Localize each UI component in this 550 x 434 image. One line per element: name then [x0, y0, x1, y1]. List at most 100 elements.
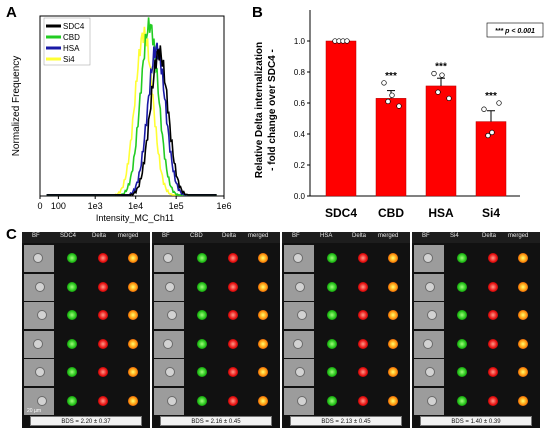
column-header: BF [162, 233, 170, 239]
cell-row [22, 330, 150, 359]
merged-channel-image [388, 253, 398, 263]
column-headers: BF CBD Delta merged [152, 232, 280, 243]
brightfield-image [154, 273, 184, 301]
brightfield-image [24, 273, 54, 301]
cell-row [152, 273, 280, 302]
column-header: merged [378, 233, 399, 239]
column-header: merged [508, 233, 529, 239]
category-label: HSA [428, 206, 454, 220]
merged-channel-image [258, 281, 268, 292]
column-header: merged [118, 233, 139, 239]
data-point [489, 129, 495, 136]
green-channel-image [197, 253, 207, 263]
green-channel-image [327, 310, 337, 320]
cell-row [282, 387, 410, 416]
green-channel-image [67, 281, 77, 292]
merged-channel-image [128, 395, 138, 406]
delta-channel-image [488, 395, 498, 406]
column-header: HSA [320, 233, 333, 239]
cell-group-sdc4: BF SDC4 Delta merged 20 µm BDS = 2.20 ± 0.37 [22, 232, 150, 428]
column-header: Delta [352, 233, 367, 239]
delta-channel-image [488, 367, 498, 377]
merged-channel-image [388, 367, 398, 377]
cell-row [412, 358, 540, 387]
green-channel-image [67, 338, 77, 349]
merged-channel-image [388, 281, 398, 292]
bds-score: BDS = 2.13 ± 0.45 [290, 416, 402, 426]
delta-channel-image [488, 310, 498, 320]
category-label: CBD [378, 206, 404, 220]
cell-row [412, 387, 540, 416]
significance-stars: *** [385, 71, 397, 82]
green-channel-image [67, 253, 77, 263]
data-point [431, 70, 437, 77]
panel-c-letter: C [6, 226, 17, 243]
merged-channel-image [518, 367, 528, 377]
y-tick-label: 1.0 [294, 37, 306, 46]
green-channel-image [197, 310, 207, 320]
delta-channel-image [228, 281, 238, 292]
x-tick-label: 1e6 [216, 201, 231, 211]
brightfield-image [24, 302, 54, 329]
significance-stars: *** [485, 91, 497, 102]
brightfield-image [154, 302, 184, 329]
cell-group-cbd: BF CBD Delta merged BDS = 2.16 ± 0.45 [152, 232, 280, 428]
delta-channel-image [488, 253, 498, 263]
x-tick-label: 1e3 [88, 201, 103, 211]
y-tick-label: 0.2 [294, 161, 306, 170]
merged-channel-image [128, 281, 138, 292]
delta-channel-image [358, 338, 368, 349]
y-tick-label: 0.4 [294, 130, 306, 139]
green-channel-image [67, 367, 77, 377]
cell-row [152, 330, 280, 359]
column-header: Delta [92, 233, 107, 239]
brightfield-image [284, 273, 314, 301]
delta-channel-image [98, 338, 108, 349]
bar-cbd [375, 98, 407, 197]
column-header: Delta [482, 233, 497, 239]
legend-label: CBD [63, 33, 80, 42]
category-label: Si4 [482, 206, 500, 220]
merged-channel-image [518, 395, 528, 406]
x-tick-label: 1e4 [128, 201, 143, 211]
merged-channel-image [128, 310, 138, 320]
significance-stars: *** [435, 62, 447, 73]
legend: SDC4 CBD HSA Si4 [43, 17, 91, 66]
cell-group-si4: BF Si4 Delta merged BDS = 1.40 ± 0.39 [412, 232, 540, 428]
brightfield-image [414, 359, 444, 386]
panel-a-letter: A [6, 4, 17, 21]
merged-channel-image [518, 310, 528, 320]
y-tick-label: 0.8 [294, 68, 306, 77]
x-tick-label: 100 [51, 201, 66, 211]
cell-row [152, 244, 280, 273]
cell-row [282, 273, 410, 302]
plot-frame [39, 15, 225, 197]
bar-hsa [425, 85, 457, 197]
data-point [481, 106, 487, 112]
cell-row [152, 358, 280, 387]
data-point [435, 89, 441, 95]
delta-channel-image [228, 310, 238, 320]
brightfield-image [154, 387, 184, 415]
data-point [344, 38, 350, 44]
cell-row [412, 301, 540, 330]
significance-note: *** p < 0.001 [495, 28, 535, 35]
histogram-chart: 0 100 1e3 1e4 1e5 1e6 Normalized Frequency In… [11, 15, 232, 223]
brightfield-image [24, 330, 54, 358]
brightfield-image [414, 330, 444, 358]
cell-row [412, 330, 540, 359]
merged-channel-image [388, 338, 398, 349]
green-channel-image [67, 310, 77, 320]
merged-channel-image [518, 281, 528, 292]
brightfield-image [414, 273, 444, 301]
bds-score: BDS = 2.20 ± 0.37 [30, 416, 142, 426]
cell-row [282, 330, 410, 359]
delta-channel-image [98, 281, 108, 292]
cell-row [152, 301, 280, 330]
delta-channel-image [228, 253, 238, 263]
cell-row [22, 244, 150, 273]
cell-image-panel: BF SDC4 Delta merged 20 µm BDS = 2.20 ± 0.37 B… [22, 232, 540, 428]
brightfield-image [154, 359, 184, 386]
y-axis-label-line2: - fold change over SDC4 - [267, 49, 278, 171]
bds-score: BDS = 2.16 ± 0.45 [160, 416, 272, 426]
